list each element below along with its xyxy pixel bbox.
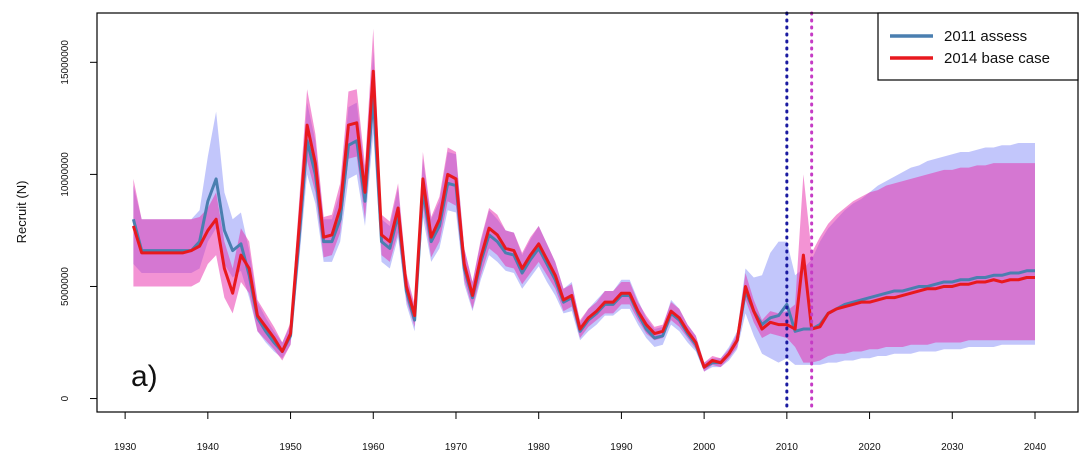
x-tick-label: 1970	[445, 442, 468, 453]
x-tick-label: 2000	[693, 442, 716, 453]
x-tick-label: 1950	[279, 442, 302, 453]
plot-frame	[96, 12, 1079, 413]
y-tick-label: 5000000	[60, 267, 71, 306]
x-tick-label: 2020	[858, 442, 881, 453]
x-tick-label: 1930	[114, 442, 137, 453]
legend-label: 2014 base case	[944, 50, 1050, 67]
x-tick-label: 2040	[1024, 442, 1047, 453]
x-tick-label: 1940	[197, 442, 220, 453]
x-tick-label: 2030	[941, 442, 964, 453]
x-tick-label: 1990	[610, 442, 633, 453]
y-axis-label: Recruit (N)	[14, 181, 29, 244]
confidence-band	[133, 28, 1035, 372]
x-tick-label: 1980	[528, 442, 551, 453]
legend-label: 2011 assess	[944, 28, 1027, 45]
y-tick-label: 10000000	[60, 152, 71, 197]
x-tick-label: 2010	[776, 442, 799, 453]
x-tick-label: 1960	[362, 442, 385, 453]
y-tick-label: 0	[60, 395, 71, 401]
series-line	[131, 69, 1035, 369]
legend-box	[877, 12, 1079, 81]
panel-label: a)	[131, 360, 158, 393]
y-tick-label: 15000000	[60, 40, 71, 85]
